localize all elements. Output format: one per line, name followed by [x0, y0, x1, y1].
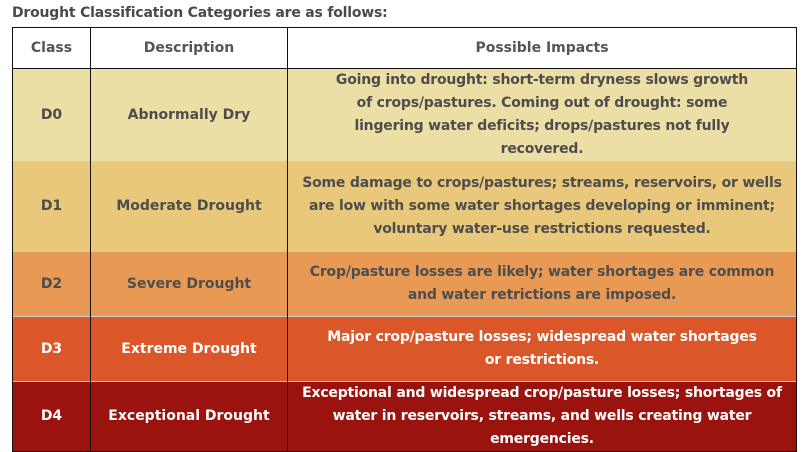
class-cell: D1 — [12, 161, 91, 252]
impacts-cell: Crop/pasture losses are likely; water sh… — [287, 251, 797, 317]
class-cell: D0 — [12, 68, 91, 162]
class-cell: D3 — [12, 316, 91, 382]
impacts-cell: Major crop/pasture losses; widespread wa… — [287, 316, 797, 382]
table-header-row: Class Description Possible Impacts — [12, 27, 797, 69]
header-impacts: Possible Impacts — [287, 27, 797, 69]
table-row: D1 Moderate Drought Some damage to crops… — [12, 161, 797, 252]
header-description: Description — [90, 27, 288, 69]
description-cell: Moderate Drought — [90, 161, 288, 252]
table-row: D0 Abnormally Dry Going into drought: sh… — [12, 68, 797, 162]
table-row: D2 Severe Drought Crop/pasture losses ar… — [12, 251, 797, 317]
page-title: Drought Classification Categories are as… — [12, 5, 388, 21]
class-cell: D4 — [12, 381, 91, 452]
description-cell: Abnormally Dry — [90, 68, 288, 162]
table-row: D4 Exceptional Drought Exceptional and w… — [12, 381, 797, 452]
description-cell: Extreme Drought — [90, 316, 288, 382]
description-cell: Exceptional Drought — [90, 381, 288, 452]
impacts-cell: Some damage to crops/pastures; streams, … — [287, 161, 797, 252]
impacts-cell: Exceptional and widespread crop/pasture … — [287, 381, 797, 452]
class-cell: D2 — [12, 251, 91, 317]
drought-classification-table: Class Description Possible Impacts D0 Ab… — [12, 27, 797, 452]
table-row: D3 Extreme Drought Major crop/pasture lo… — [12, 316, 797, 382]
header-class: Class — [12, 27, 91, 69]
description-cell: Severe Drought — [90, 251, 288, 317]
impacts-cell: Going into drought: short-term dryness s… — [287, 68, 797, 162]
